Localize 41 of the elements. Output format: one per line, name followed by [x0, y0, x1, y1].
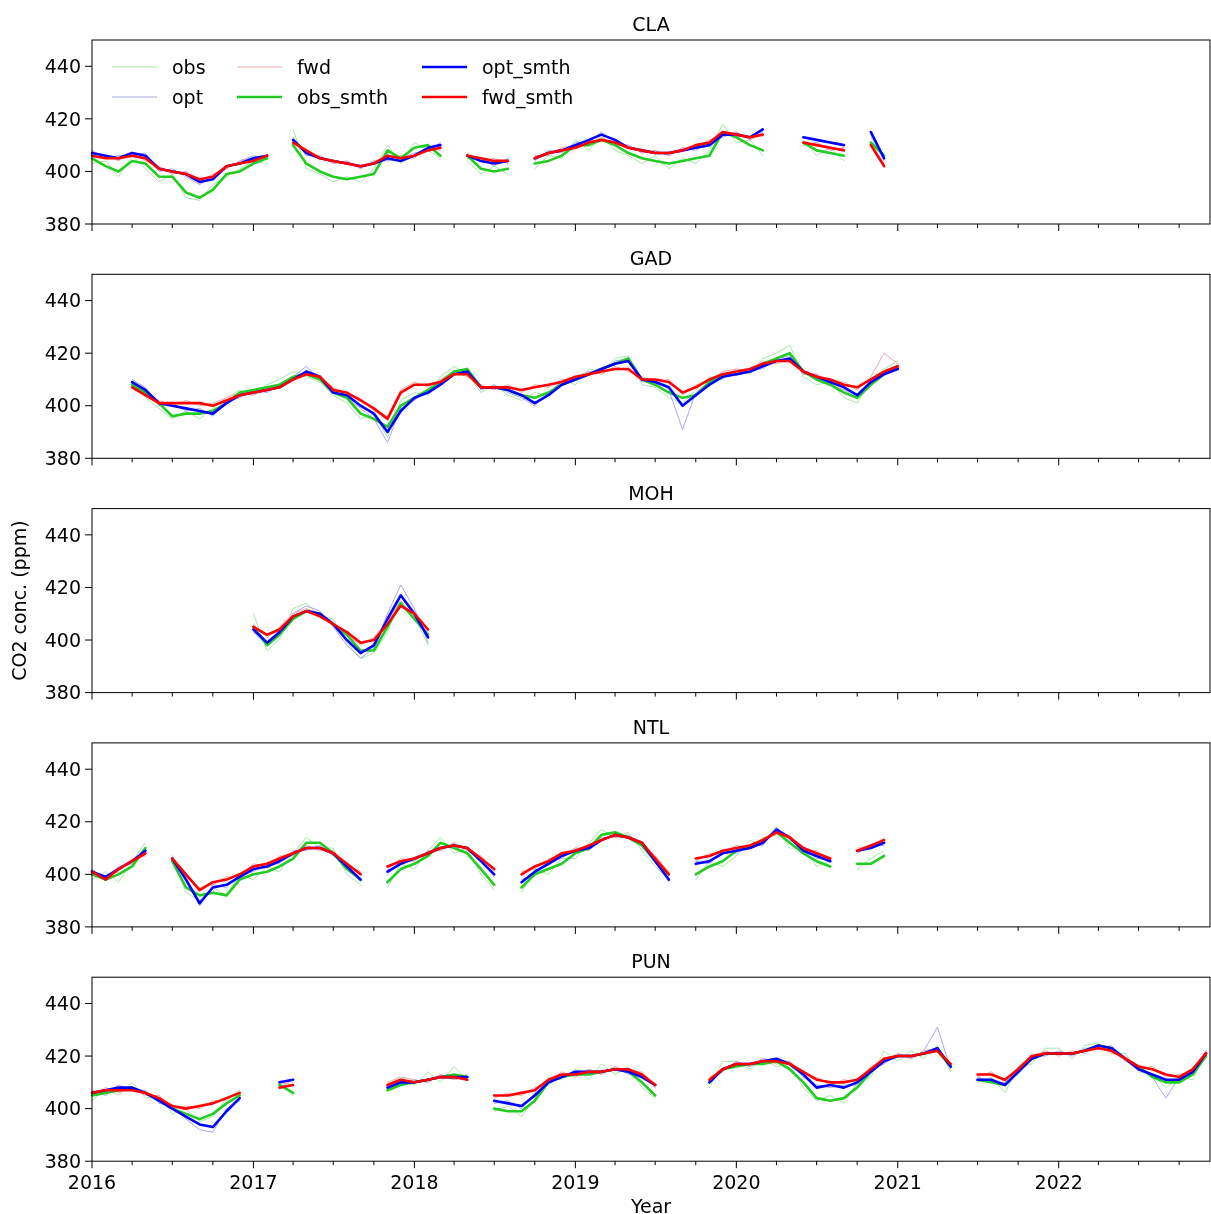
legend-label: opt — [172, 85, 204, 108]
y-tick-label: 440 — [44, 757, 81, 780]
legend-label: opt_smth — [482, 55, 571, 79]
x-tick-label: 2018 — [390, 1171, 439, 1194]
y-axis-title: CO2 conc. (ppm) — [8, 520, 30, 681]
x-tick-label: 2022 — [1034, 1171, 1083, 1194]
y-tick-label: 420 — [44, 1044, 81, 1067]
chart-title: NTL — [632, 715, 670, 738]
y-tick-label: 380 — [44, 446, 81, 469]
y-tick-label: 420 — [44, 341, 81, 364]
y-tick-label: 440 — [44, 289, 81, 312]
chart-title: GAD — [629, 247, 673, 270]
y-tick-label: 420 — [44, 107, 81, 130]
chart-title: MOH — [628, 481, 674, 504]
x-tick-label: 2021 — [873, 1171, 922, 1194]
x-axis-title: Year — [629, 1195, 672, 1214]
line-series — [130, 359, 900, 421]
y-tick-label: 400 — [44, 628, 81, 651]
y-tick-label: 420 — [44, 810, 81, 833]
chart-title: CLA — [632, 13, 670, 35]
y-tick-label: 420 — [44, 576, 81, 599]
legend-label: obs — [172, 55, 206, 78]
y-tick-label: 400 — [44, 394, 81, 417]
x-tick-label: 2017 — [229, 1171, 278, 1194]
y-tick-label: 380 — [44, 681, 81, 704]
y-tick-label: 380 — [44, 1149, 81, 1172]
y-tick-label: 440 — [44, 992, 81, 1015]
x-tick-label: 2020 — [712, 1171, 761, 1194]
x-tick-label: 2019 — [551, 1171, 600, 1194]
chart-title: PUN — [631, 950, 671, 973]
legend-label: fwd — [297, 55, 331, 78]
legend-label: fwd_smth — [482, 85, 574, 109]
y-tick-label: 400 — [44, 1097, 81, 1120]
y-tick-label: 380 — [44, 915, 81, 938]
y-tick-label: 400 — [44, 160, 81, 183]
y-tick-label: 380 — [44, 212, 81, 235]
legend-label: obs_smth — [297, 85, 388, 109]
y-tick-label: 400 — [44, 862, 81, 885]
y-tick-label: 440 — [44, 523, 81, 546]
x-tick-label: 2016 — [67, 1171, 117, 1194]
y-tick-label: 440 — [44, 54, 81, 77]
